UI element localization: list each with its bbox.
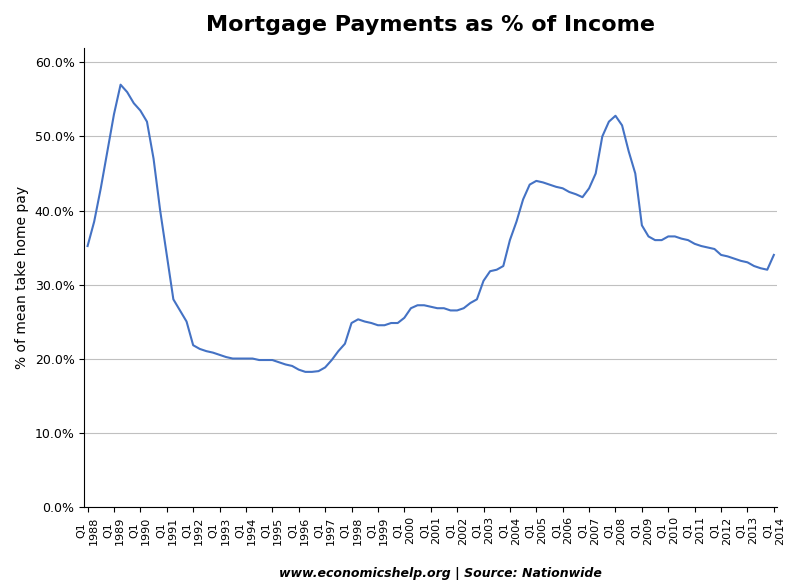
Title: Mortgage Payments as % of Income: Mortgage Payments as % of Income (206, 15, 655, 35)
Text: www.economicshelp.org | Source: Nationwide: www.economicshelp.org | Source: Nationwi… (278, 567, 602, 580)
Y-axis label: % of mean take home pay: % of mean take home pay (15, 185, 29, 368)
